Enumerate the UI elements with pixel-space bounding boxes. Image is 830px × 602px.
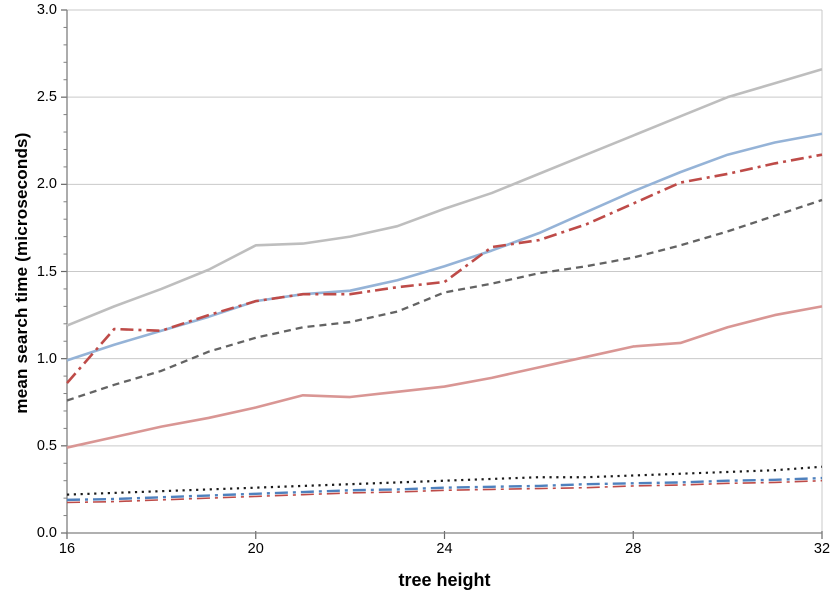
x-axis-title: tree height: [398, 570, 491, 590]
series-line-dark-red-dash-dot: [66, 153, 823, 384]
y-tick-label: 2.5: [36, 89, 57, 106]
y-tick-label: 0.5: [36, 437, 57, 454]
series-line-red-dash-dot-thin: [66, 479, 823, 504]
x-tick-label: 28: [625, 541, 642, 557]
y-tick-label: 2.0: [36, 176, 57, 193]
x-tick-label: 32: [813, 541, 830, 557]
y-tick-label: 0.0: [36, 525, 57, 541]
x-tick-label: 20: [247, 541, 264, 557]
x-tick-label: 16: [58, 541, 76, 557]
series-line-light-gray-solid: [66, 68, 823, 327]
y-tick-label: 1.0: [36, 350, 57, 367]
series-line-medium-blue-dash-dot: [66, 476, 823, 502]
series-line-salmon-solid: [66, 305, 823, 449]
series-line-light-blue-solid: [66, 132, 823, 362]
series-line-dark-gray-dashed: [66, 198, 823, 402]
x-tick-label: 24: [436, 541, 453, 557]
y-tick-label: 3.0: [36, 2, 57, 18]
y-tick-label: 1.5: [36, 263, 57, 280]
